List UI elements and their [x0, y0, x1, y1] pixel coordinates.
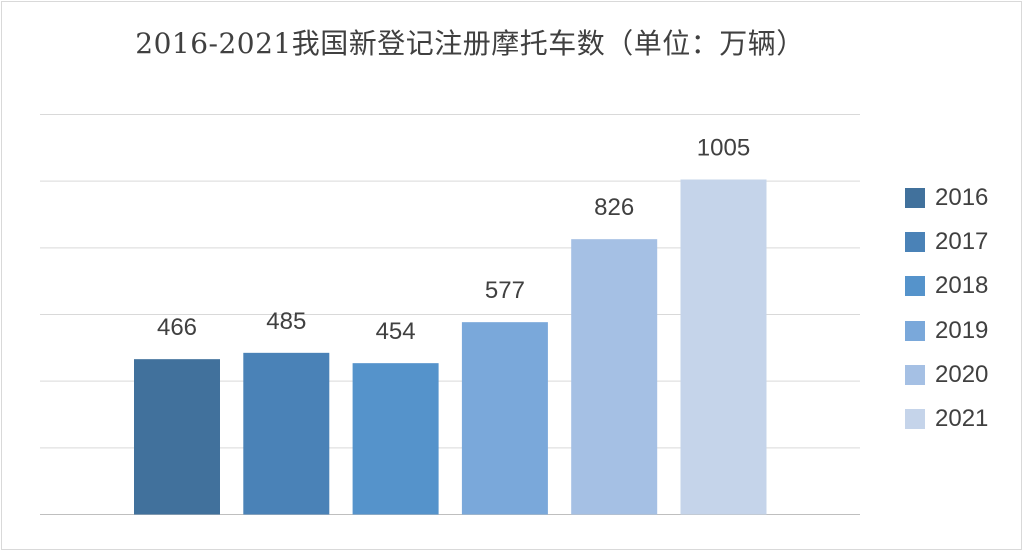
legend-item-2021: 2021	[905, 397, 1015, 441]
bar-2020	[571, 239, 658, 515]
bar-2017	[243, 352, 330, 515]
legend-label: 2021	[935, 405, 989, 433]
legend-swatch	[905, 188, 925, 209]
legend-label: 2016	[935, 184, 989, 212]
legend-swatch	[905, 320, 925, 341]
legend-swatch	[905, 409, 925, 430]
chart-title: 2016-2021我国新登记注册摩托车数（单位：万辆）	[135, 27, 805, 60]
legend-label: 2020	[935, 360, 989, 388]
bar-2021	[680, 179, 767, 515]
legend-item-2020: 2020	[905, 353, 1015, 397]
legend-swatch	[905, 276, 925, 297]
bar-2018	[352, 363, 439, 515]
data-label-2020: 826	[594, 194, 634, 221]
data-label-2018: 454	[376, 318, 416, 345]
data-label-2016: 466	[157, 314, 197, 341]
bar-2019	[461, 322, 548, 515]
legend-label: 2019	[935, 316, 989, 344]
data-labels: 466 485 454 577 826 1005	[157, 135, 750, 346]
legend-swatch	[905, 364, 925, 385]
data-label-2019: 577	[485, 277, 525, 304]
data-label-2021: 1005	[697, 135, 750, 162]
legend-label: 2017	[935, 228, 989, 256]
legend-label: 2018	[935, 272, 989, 300]
data-label-2017: 485	[266, 308, 306, 335]
legend: 2016 2017 2018 2019 2020 2021	[905, 176, 1015, 441]
legend-item-2018: 2018	[905, 264, 1015, 308]
bars	[134, 179, 767, 515]
legend-item-2016: 2016	[905, 176, 1015, 220]
legend-item-2017: 2017	[905, 220, 1015, 264]
legend-swatch	[905, 232, 925, 253]
legend-item-2019: 2019	[905, 309, 1015, 353]
bar-2016	[134, 359, 220, 515]
